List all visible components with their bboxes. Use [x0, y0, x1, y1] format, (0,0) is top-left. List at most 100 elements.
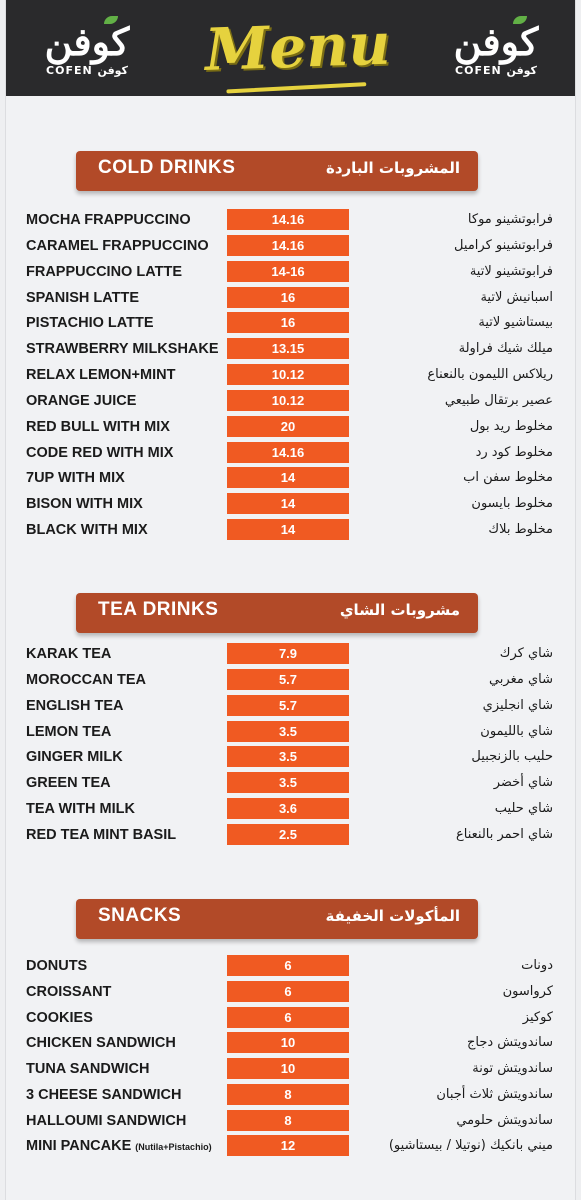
- item-price: 13.15: [227, 338, 349, 360]
- item-name-ar: مخلوط ريد بول: [469, 418, 553, 434]
- item-name-en-text: CHICKEN SANDWICH: [26, 1035, 176, 1052]
- menu-item-row: SPANISH LATTE 16 اسبانيش لاتية: [0, 286, 581, 309]
- item-name-en-text: GREEN TEA: [26, 775, 111, 792]
- item-name-en-text: COOKIES: [26, 1009, 93, 1026]
- item-name-ar: شاي كرك: [499, 646, 553, 661]
- leaf-icon: [104, 16, 118, 24]
- item-name-en: RED TEA MINT BASIL: [26, 827, 176, 843]
- item-price: 5.7: [227, 668, 349, 690]
- menu-item-row: MOROCCAN TEA 5.7 شاي مغربي: [0, 668, 581, 691]
- item-name-en: MINI PANCAKE (Nutila+Pistachio): [26, 1138, 212, 1154]
- item-name-en: KARAK TEA: [26, 646, 111, 662]
- menu-item-row: MOCHA FRAPPUCCINO 14.16 فرابوتشينو موكا: [0, 209, 581, 231]
- menu-item-row: COOKIES 6 كوكيز: [0, 1006, 581, 1029]
- item-name-ar: فرابوتشينو موكا: [467, 212, 553, 227]
- item-price: 10: [227, 1058, 349, 1079]
- menu-item-row: BLACK WITH MIX 14 مخلوط بلاك: [0, 519, 581, 541]
- item-name-en: 3 CHEESE SANDWICH: [26, 1087, 182, 1103]
- item-price: 3.5: [227, 746, 349, 768]
- item-name-en: CODE RED WITH MIX: [26, 445, 173, 461]
- item-price: 6: [227, 980, 349, 1002]
- item-name-en-text: ENGLISH TEA: [26, 697, 124, 714]
- item-name-ar: فرابوتشينو لاتية: [469, 263, 553, 279]
- menu-item-row: LEMON TEA 3.5 شاي بالليمون: [0, 720, 581, 743]
- menu-item-row: RELAX LEMON+MINT 10.12 ريلاكس الليمون بالن…: [0, 364, 581, 386]
- menu-item-row: TEA WITH MILK 3.6 شاي حليب: [0, 798, 581, 820]
- item-name-en-text: RED BULL WITH MIX: [26, 418, 170, 435]
- section-banner: SNACKS المأكولات الخفيفة: [76, 899, 478, 939]
- item-price: 14.16: [227, 441, 349, 463]
- item-name-en: ORANGE JUICE: [26, 393, 136, 409]
- item-name-en-text: HALLOUMI SANDWICH: [26, 1112, 187, 1129]
- leaf-icon: [513, 16, 527, 24]
- item-name-en-text: 7UP WITH MIX: [26, 470, 125, 487]
- item-name-en: CARAMEL FRAPPUCCINO: [26, 238, 209, 254]
- item-price: 14: [227, 493, 349, 515]
- item-name-ar: مخلوط بايسون: [471, 496, 553, 512]
- item-price: 16: [227, 286, 349, 308]
- item-name-en-text: CARAMEL FRAPPUCCINO: [26, 237, 209, 254]
- item-name-en: BISON WITH MIX: [26, 496, 143, 512]
- item-price: 7.9: [227, 643, 349, 664]
- item-name-en: TUNA SANDWICH: [26, 1061, 150, 1077]
- item-name-en-text: MOROCCAN TEA: [26, 671, 147, 688]
- item-price: 5.7: [227, 694, 349, 716]
- item-name-ar: شاي احمر بالنعناع: [455, 826, 553, 842]
- item-price: 14: [227, 519, 349, 540]
- section-banner: TEA DRINKS مشروبات الشاي: [76, 593, 478, 633]
- item-name-en: FRAPPUCCINO LATTE: [26, 264, 182, 280]
- item-name-ar: كوكيز: [522, 1009, 553, 1025]
- menu-item-row: RED BULL WITH MIX 20 مخلوط ريد بول: [0, 415, 581, 438]
- item-name-en-text: STRAWBERRY MILKSHAKE: [26, 341, 219, 358]
- item-name-ar: شاي حليب: [494, 801, 553, 816]
- item-price: 14.16: [227, 234, 349, 256]
- item-name-en-text: ORANGE JUICE: [26, 392, 137, 409]
- section-title-ar: المشروبات الباردة: [325, 159, 460, 177]
- section-title-en: SNACKS: [98, 905, 182, 926]
- item-price: 14: [227, 467, 349, 489]
- item-price: 12: [227, 1135, 349, 1157]
- brand-logo-left: كوفن COFEN كوفن: [32, 16, 142, 88]
- item-name-en-text: KARAK TEA: [26, 646, 112, 662]
- item-name-en: LEMON TEA: [26, 724, 111, 740]
- item-price: 14-16: [227, 260, 349, 282]
- item-name-en: 7UP WITH MIX: [26, 470, 125, 486]
- item-name-en: GINGER MILK: [26, 749, 123, 765]
- menu-item-row: BISON WITH MIX 14 مخلوط بايسون: [0, 493, 581, 515]
- item-name-en-text: TUNA SANDWICH: [26, 1061, 150, 1077]
- item-name-en-text: MINI PANCAKE: [26, 1138, 132, 1155]
- menu-item-row: HALLOUMI SANDWICH 8 ساندويتش حلومي: [0, 1109, 581, 1132]
- section-title-en: TEA DRINKS: [98, 599, 219, 620]
- item-price: 10: [227, 1032, 349, 1054]
- menu-item-row: CODE RED WITH MIX 14.16 مخلوط كود رد: [0, 441, 581, 464]
- item-name-en-text: PISTACHIO LATTE: [26, 315, 154, 332]
- item-name-en: HALLOUMI SANDWICH: [26, 1113, 186, 1129]
- item-name-en: BLACK WITH MIX: [26, 522, 148, 538]
- item-price: 8: [227, 1083, 349, 1105]
- brand-logo-right: كوفن COFEN كوفن: [441, 16, 551, 88]
- menu-item-row: STRAWBERRY MILKSHAKE 13.15 ميلك شيك فراولة: [0, 338, 581, 360]
- item-name-ar: شاي انجليزي: [482, 697, 553, 713]
- item-name-ar: شاي مغربي: [488, 671, 553, 687]
- item-name-en-text: MOCHA FRAPPUCCINO: [26, 212, 191, 228]
- item-name-en: MOROCCAN TEA: [26, 672, 146, 688]
- item-name-ar: حليب بالزنجبيل: [471, 749, 553, 765]
- menu-item-row: ENGLISH TEA 5.7 شاي انجليزي: [0, 694, 581, 717]
- item-name-ar: ساندويتش ثلاث أجبان: [436, 1086, 553, 1102]
- item-price: 6: [227, 955, 349, 976]
- item-name-en: DONUTS: [26, 958, 87, 974]
- item-name-en: STRAWBERRY MILKSHAKE: [26, 341, 219, 357]
- item-name-ar: ساندويتش تونة: [472, 1061, 553, 1076]
- item-name-en: MOCHA FRAPPUCCINO: [26, 212, 191, 228]
- section-title-ar: مشروبات الشاي: [339, 601, 460, 619]
- item-price: 3.5: [227, 720, 349, 742]
- menu-item-row: CHICKEN SANDWICH 10 ساندويتش دجاج: [0, 1032, 581, 1054]
- item-price: 10.12: [227, 389, 349, 411]
- menu-item-row: CROISSANT 6 كرواسون: [0, 980, 581, 1003]
- item-name-ar: كرواسون: [502, 983, 553, 999]
- item-name-ar: ريلاكس الليمون بالنعناع: [427, 367, 553, 382]
- menu-item-row: CARAMEL FRAPPUCCINO 14.16 فرابوتشينو كرامي…: [0, 234, 581, 257]
- brand-logo-subtitle: COFEN كوفن: [46, 64, 128, 77]
- item-name-en-text: RED TEA MINT BASIL: [26, 826, 177, 843]
- menu-item-row: MINI PANCAKE (Nutila+Pistachio) 12 ميني با…: [0, 1135, 581, 1157]
